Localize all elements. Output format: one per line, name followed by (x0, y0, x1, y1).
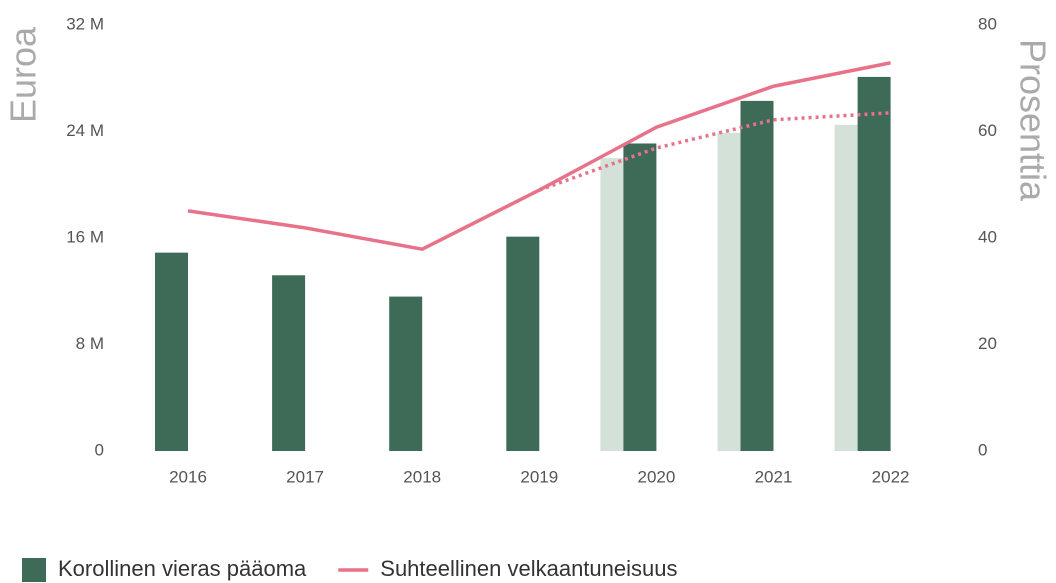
bar (272, 275, 306, 451)
line (187, 61, 891, 252)
y-tick-label: 0 (95, 440, 104, 459)
legend-label: Suhteellinen velkaantuneisuus (380, 556, 677, 581)
bar (155, 252, 188, 451)
y2-tick-label: 40 (978, 227, 997, 246)
x-tick-label: 2017 (286, 467, 324, 486)
x-tick-label: 2016 (169, 467, 207, 486)
y-tick-label: 32 M (66, 14, 104, 33)
y2-tick-label: 0 (978, 440, 987, 459)
line (538, 111, 891, 192)
y2-tick-label: 60 (978, 121, 997, 140)
x-tick-label: 2022 (872, 467, 910, 486)
bar (506, 236, 540, 451)
bar (857, 76, 891, 451)
y2-tick-label: 80 (978, 14, 997, 33)
x-tick-label: 2018 (403, 467, 441, 486)
bar (717, 132, 741, 452)
y2-tick-label: 20 (978, 334, 997, 353)
y2-axis-title: Prosenttia (1012, 39, 1053, 202)
x-tick-label: 2020 (637, 467, 675, 486)
bar (600, 158, 624, 451)
y-tick-label: 24 M (66, 121, 104, 140)
y-tick-label: 16 M (66, 227, 104, 246)
x-tick-label: 2021 (755, 467, 793, 486)
x-tick-label: 2019 (520, 467, 558, 486)
y-axis-title: Euroa (3, 26, 44, 123)
bar (740, 100, 774, 451)
bar (623, 143, 657, 451)
bar (389, 296, 423, 451)
legend-swatch (22, 558, 46, 582)
y-tick-label: 8 M (76, 334, 104, 353)
bar (834, 124, 858, 451)
legend-label: Korollinen vieras pääoma (58, 556, 307, 581)
